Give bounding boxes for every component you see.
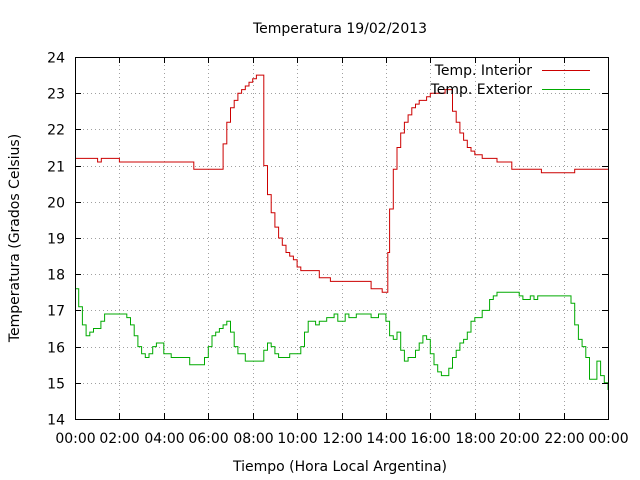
x-tick-label: 06:00 — [188, 431, 228, 447]
y-tick-label: 14 — [47, 413, 65, 429]
y-axis-label: Temperatura (Grados Celsius) — [7, 134, 23, 343]
x-tick-label: 18:00 — [455, 431, 495, 447]
series-line-interior — [75, 74, 608, 293]
legend: Temp. Interior Temp. Exterior — [430, 63, 590, 98]
legend-label: Temp. Exterior — [430, 82, 533, 98]
y-tick-label: 23 — [47, 87, 65, 103]
series-lines — [75, 74, 609, 390]
legend-label: Temp. Interior — [434, 63, 533, 79]
x-tick-label: 16:00 — [410, 431, 450, 447]
y-tick-label: 20 — [47, 196, 65, 212]
x-tick-label: 00:00 — [588, 431, 628, 447]
y-tick-label: 15 — [47, 377, 65, 393]
x-tick-label: 04:00 — [144, 431, 184, 447]
x-tick-label: 14:00 — [366, 431, 406, 447]
series-line-exterior — [75, 288, 609, 390]
x-axis-label: Tiempo (Hora Local Argentina) — [232, 459, 447, 475]
x-tick-label: 00:00 — [55, 431, 95, 447]
x-tick-label: 10:00 — [277, 431, 317, 447]
x-tick-label: 20:00 — [499, 431, 539, 447]
y-tick-label: 16 — [47, 341, 65, 357]
x-tick-label: 12:00 — [322, 431, 362, 447]
y-tick-label: 21 — [47, 160, 65, 176]
x-tick-label: 22:00 — [544, 431, 584, 447]
chart-title: Temperatura 19/02/2013 — [252, 21, 427, 37]
y-tick-label: 17 — [47, 304, 65, 320]
y-tick-label: 18 — [47, 268, 65, 284]
y-tick-label: 22 — [47, 123, 65, 139]
grid — [75, 57, 608, 419]
x-tick-label: 08:00 — [233, 431, 273, 447]
y-tick-label: 24 — [47, 51, 65, 67]
y-tick-label: 19 — [47, 232, 65, 248]
x-tick-label: 02:00 — [99, 431, 139, 447]
